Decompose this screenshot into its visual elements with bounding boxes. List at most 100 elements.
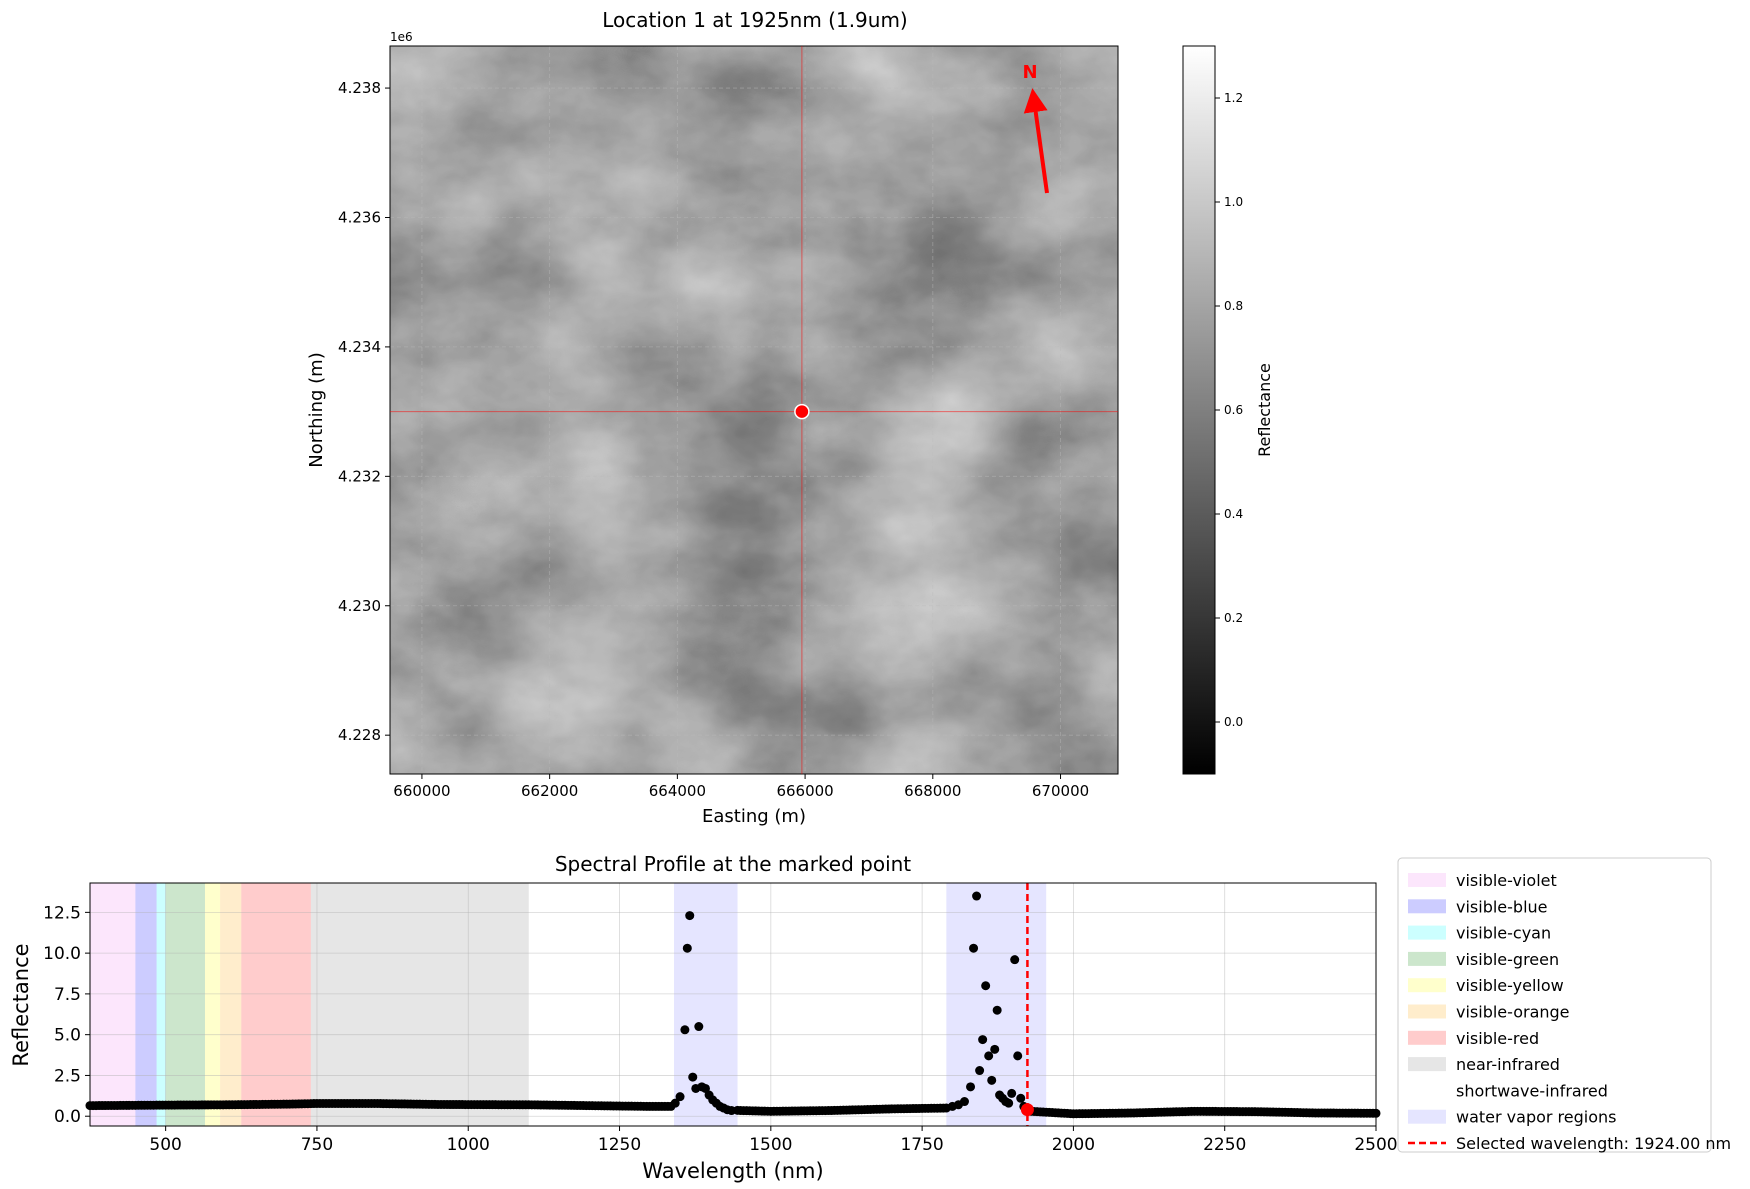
marked-point-crosshair bbox=[390, 46, 1118, 774]
map-x-label: Easting (m) bbox=[702, 806, 806, 827]
spectral-profile: Spectral Profile at the marked point 500… bbox=[9, 852, 1398, 1183]
map-y-offset: 1e6 bbox=[390, 30, 413, 44]
spectral-x-tick-label-6: 2000 bbox=[1052, 1135, 1095, 1155]
colorbar-ticks: 0.0 0.2 0.4 0.6 0.8 1.0 1.2 bbox=[1215, 91, 1243, 729]
map-x-tick-label-0: 660000 bbox=[393, 782, 450, 800]
legend-label-10: Selected wavelength: 1924.00 nm bbox=[1456, 1134, 1731, 1153]
spectral-x-tick-label-8: 2500 bbox=[1354, 1135, 1397, 1155]
north-label: N bbox=[1022, 62, 1037, 83]
map-y-tick-label-2: 4.232 bbox=[338, 467, 381, 485]
band-near-infrared bbox=[310, 883, 529, 1126]
map-image bbox=[390, 46, 1118, 774]
spectral-frame bbox=[89, 882, 1377, 1127]
spectral-spike-point-27 bbox=[987, 1075, 997, 1085]
colorbar: 0.0 0.2 0.4 0.6 0.8 1.0 1.2 Reflectance bbox=[1182, 45, 1274, 775]
legend-swatch-visible-blue bbox=[1408, 899, 1446, 914]
spectral-spike-point-24 bbox=[978, 1035, 988, 1045]
spectral-x-tick-label-4: 1500 bbox=[749, 1135, 792, 1155]
legend-swatch-visible-red bbox=[1408, 1030, 1446, 1045]
spectral-y-tick-label-3: 7.5 bbox=[54, 985, 81, 1005]
band-visible-cyan bbox=[156, 883, 166, 1126]
map-y-tick-label-0: 4.228 bbox=[338, 726, 381, 744]
spectral-spike-point-7 bbox=[694, 1022, 704, 1032]
legend-swatch-visible-orange bbox=[1408, 1004, 1446, 1019]
legend-label-5: visible-orange bbox=[1456, 1003, 1570, 1022]
spectral-spike-point-37 bbox=[1016, 1093, 1026, 1103]
colorbar-tick-label-3: 0.6 bbox=[1224, 403, 1243, 417]
band-visible-red bbox=[241, 883, 311, 1126]
legend-label-2: visible-cyan bbox=[1456, 924, 1551, 943]
spectral-title: Spectral Profile at the marked point bbox=[555, 852, 911, 876]
band-visible-green bbox=[165, 883, 205, 1126]
spectral-spike-point-0 bbox=[670, 1098, 680, 1108]
map-y-tick-label-4: 4.236 bbox=[338, 208, 381, 226]
spectral-x-tick-label-1: 750 bbox=[301, 1135, 333, 1155]
selected-wavelength-point bbox=[1020, 1103, 1034, 1117]
colorbar-label: Reflectance bbox=[1255, 363, 1274, 457]
spectral-x-tick-label-0: 500 bbox=[149, 1135, 181, 1155]
spectral-spike-point-3 bbox=[682, 943, 692, 953]
map-x-tick-label-5: 670000 bbox=[1032, 782, 1089, 800]
spectral-points bbox=[85, 891, 1381, 1119]
legend-swatch-water vapor regions bbox=[1408, 1109, 1446, 1124]
spectral-spike-point-21 bbox=[969, 943, 979, 953]
legend-swatch-near-infrared bbox=[1408, 1057, 1446, 1072]
spectral-x-tick-label-5: 1750 bbox=[900, 1135, 943, 1155]
spectral-spike-point-35 bbox=[1010, 955, 1020, 965]
map-ticks: 660000 662000 664000 666000 668000 670000 4.22… bbox=[338, 79, 1089, 800]
legend-label-9: water vapor regions bbox=[1456, 1108, 1617, 1127]
band-visible-yellow bbox=[204, 883, 221, 1126]
map-x-tick-label-2: 664000 bbox=[649, 782, 706, 800]
spectral-spike-point-1 bbox=[675, 1092, 685, 1102]
spectral-spike-point-26 bbox=[984, 1051, 994, 1061]
spectral-ticks: 500 750 1000 1250 1500 1750 2000 2250 2500 0.0 2.5… bbox=[43, 903, 1397, 1155]
map-x-tick-label-1: 662000 bbox=[521, 782, 578, 800]
legend-swatch-visible-yellow bbox=[1408, 978, 1446, 993]
legend-items: visible-violet visible-blue visible-cyan vi… bbox=[1408, 871, 1731, 1153]
spectral-spike-point-4 bbox=[685, 911, 695, 921]
spectral-spike-point-28 bbox=[990, 1044, 1000, 1054]
legend-swatch-shortwave-infrared bbox=[1408, 1083, 1446, 1098]
map-y-tick-label-3: 4.234 bbox=[338, 338, 381, 356]
spectral-spike-point-19 bbox=[959, 1097, 969, 1107]
spectral-spike-point-33 bbox=[1004, 1098, 1014, 1108]
spectral-spike-point-25 bbox=[981, 981, 991, 991]
legend-swatch-visible-cyan bbox=[1408, 925, 1446, 940]
spectral-y-tick-label-0: 0.0 bbox=[54, 1107, 81, 1127]
legend-swatch-visible-green bbox=[1408, 951, 1446, 966]
legend-label-0: visible-violet bbox=[1456, 871, 1557, 890]
band-visible-blue bbox=[135, 883, 157, 1126]
colorbar-gradient bbox=[1182, 45, 1216, 775]
spectral-spike-point-23 bbox=[975, 1066, 985, 1076]
spectral-spike-point-16 bbox=[726, 1106, 736, 1116]
north-arrow: N bbox=[1022, 62, 1049, 194]
colorbar-tick-label-5: 1.0 bbox=[1224, 195, 1243, 209]
legend-label-4: visible-yellow bbox=[1456, 976, 1564, 995]
colorbar-tick-label-2: 0.4 bbox=[1224, 507, 1243, 521]
legend-label-8: shortwave-infrared bbox=[1456, 1081, 1608, 1100]
map-frame bbox=[389, 45, 1119, 775]
spectral-y-tick-label-4: 10.0 bbox=[43, 944, 81, 964]
legend-label-6: visible-red bbox=[1456, 1029, 1539, 1048]
colorbar-tick-label-6: 1.2 bbox=[1224, 91, 1243, 105]
spectral-y-tick-label-2: 5.0 bbox=[54, 1026, 81, 1046]
reflectance-map: Location 1 at 1925nm (1.9um) 660000 66200… bbox=[306, 8, 1119, 827]
legend-frame bbox=[1397, 857, 1712, 1153]
selected-wavelength-marker bbox=[1020, 883, 1034, 1126]
map-y-tick-label-1: 4.230 bbox=[338, 597, 381, 615]
marked-point bbox=[794, 403, 810, 420]
map-y-tick-label-5: 4.238 bbox=[338, 79, 381, 97]
spectral-spike-point-5 bbox=[688, 1072, 698, 1082]
spectral-y-tick-label-5: 12.5 bbox=[43, 903, 81, 923]
legend-label-1: visible-blue bbox=[1456, 897, 1548, 916]
spectral-spike-point-34 bbox=[1007, 1088, 1017, 1098]
colorbar-tick-label-0: 0.0 bbox=[1224, 715, 1243, 729]
legend-swatch-visible-violet bbox=[1408, 873, 1446, 887]
map-y-label: Northing (m) bbox=[306, 352, 327, 467]
spectral-bands bbox=[90, 883, 1376, 1126]
spectral-legend: visible-violet visible-blue visible-cyan vi… bbox=[1397, 857, 1731, 1153]
spectral-spike-point-20 bbox=[966, 1082, 976, 1092]
map-x-tick-label-3: 666000 bbox=[776, 782, 833, 800]
legend-label-7: near-infrared bbox=[1456, 1055, 1560, 1074]
